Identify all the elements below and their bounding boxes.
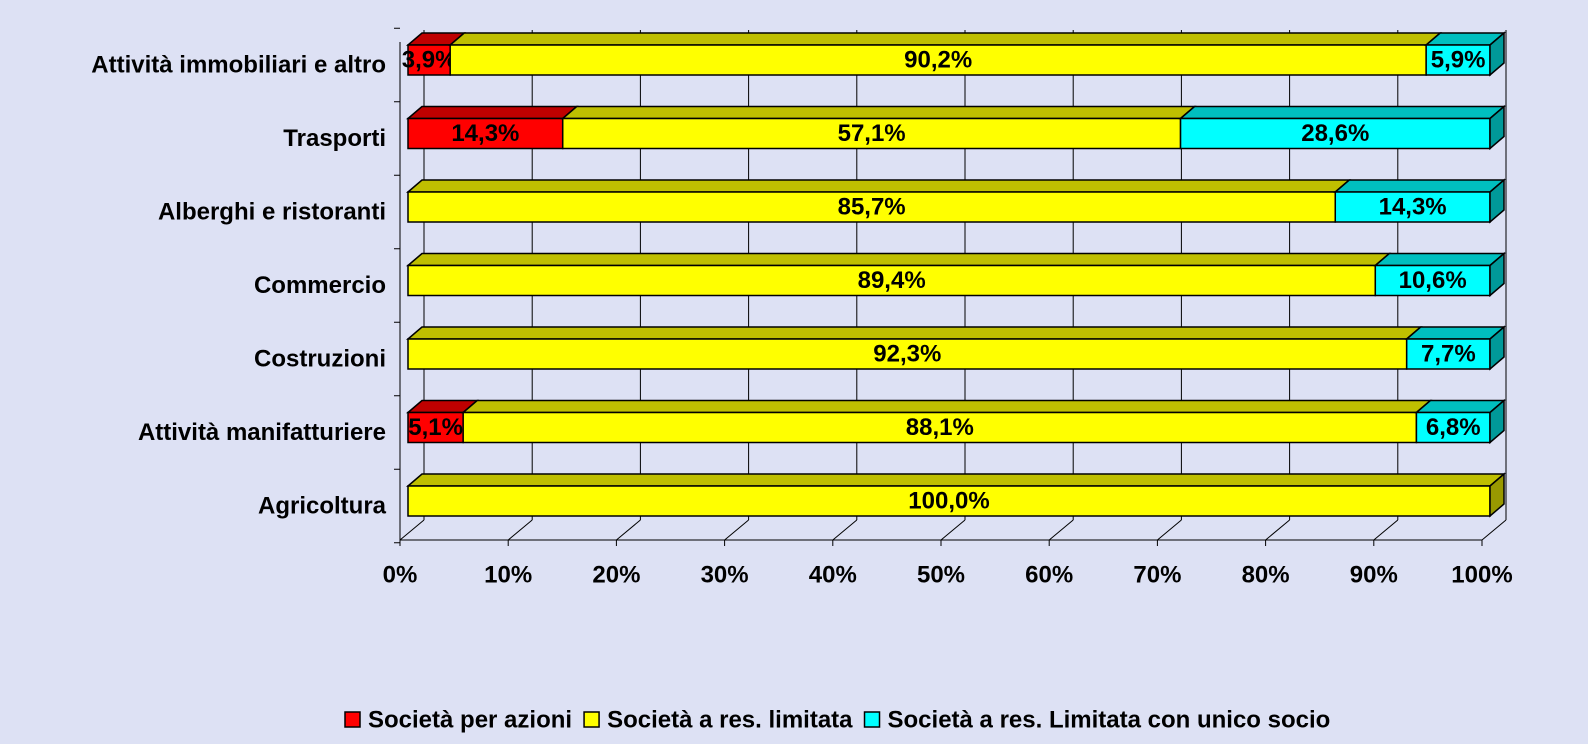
x-tick-label: 50%: [917, 561, 965, 588]
grid-floor: [507, 519, 533, 541]
value-label: 14,3%: [451, 120, 519, 147]
y-tick-label: Agricoltura: [258, 492, 387, 519]
value-label: 7,7%: [1421, 340, 1476, 367]
x-tick-label: 60%: [1025, 561, 1073, 588]
bar-top: [1333, 179, 1507, 193]
y-tick-label: Alberghi e ristoranti: [158, 198, 386, 225]
bar-side: [1489, 325, 1505, 371]
grid-floor: [832, 519, 858, 541]
x-tick-label: 10%: [484, 561, 532, 588]
bar-top: [405, 252, 1392, 267]
bar-top: [405, 326, 1423, 340]
legend-swatch: [863, 711, 881, 728]
bar-top: [1414, 399, 1507, 414]
grid-floor: [1373, 519, 1399, 541]
bar-top: [405, 473, 1507, 487]
bar: [407, 191, 1337, 223]
value-label: 89,4%: [858, 267, 926, 294]
grid-floor: [940, 519, 966, 541]
y-tick-label: Commercio: [254, 272, 386, 299]
legend-label: Società a res. Limitata con unico socio: [888, 706, 1331, 733]
y-tick-label: Attività manifatturiere: [138, 419, 386, 446]
bar: [407, 485, 1491, 517]
grid-floor: [1048, 519, 1074, 541]
x-tick-label: 20%: [592, 561, 640, 588]
bar-top: [405, 105, 579, 120]
value-label: 5,9%: [1431, 46, 1486, 73]
bar: [561, 117, 1182, 150]
value-label: 10,6%: [1399, 267, 1467, 294]
grid-floor: [1265, 519, 1290, 541]
bar: [1179, 117, 1491, 150]
grid-floor: [724, 519, 749, 541]
bar-top: [560, 105, 1197, 120]
x-tick-label: 30%: [701, 561, 749, 588]
legend-label: Società a res. limitata: [607, 706, 853, 733]
grid-floor: [399, 519, 425, 541]
x-tick-label: 70%: [1133, 561, 1181, 588]
bar: [407, 117, 564, 150]
bar-top: [1178, 105, 1507, 120]
value-label: 28,6%: [1301, 120, 1369, 147]
y-tick-label: Costruzioni: [254, 345, 386, 372]
bar-top: [461, 399, 1433, 414]
value-label: 88,1%: [906, 414, 974, 441]
bar: [449, 44, 1427, 76]
value-label: 5,1%: [408, 414, 463, 441]
y-tick-label: Attività immobiliari e altro: [91, 51, 386, 78]
value-label: 92,3%: [873, 340, 941, 367]
bar-side: [1489, 104, 1505, 151]
x-tick-label: 0%: [383, 561, 418, 588]
value-label: 6,8%: [1426, 414, 1481, 441]
x-tick-label: 80%: [1242, 561, 1290, 588]
bar-side: [1489, 398, 1505, 445]
value-label: 57,1%: [838, 120, 906, 147]
legend-label: Società per azioni: [368, 706, 572, 733]
bar: [462, 411, 1418, 444]
legend-swatch: [344, 711, 361, 728]
value-label: 90,2%: [904, 46, 972, 73]
bar-side: [1489, 472, 1505, 518]
legend-swatch: [583, 711, 600, 728]
x-tick-label: 100%: [1451, 561, 1512, 588]
bar: [1415, 411, 1491, 444]
x-tick-label: 40%: [809, 561, 857, 588]
value-label: 3,9%: [402, 46, 457, 73]
bar-top: [1404, 326, 1507, 340]
bar-top: [448, 32, 1443, 46]
bar-top: [1373, 252, 1507, 267]
bar-side: [1489, 251, 1505, 298]
grid-floor: [616, 519, 641, 541]
bar-top: [405, 179, 1352, 193]
x-tick-label: 90%: [1350, 561, 1398, 588]
value-label: 100,0%: [908, 487, 989, 514]
bar: [1374, 264, 1491, 297]
y-tick-label: Trasporti: [283, 125, 386, 152]
bar: [407, 44, 451, 76]
bar-side: [1489, 178, 1505, 224]
value-label: 14,3%: [1379, 193, 1447, 220]
bar: [1334, 191, 1491, 223]
grid-floor: [1157, 519, 1182, 541]
bar: [1405, 338, 1491, 370]
grid-floor: [1481, 519, 1507, 541]
value-label: 85,7%: [838, 193, 906, 220]
bar-side: [1489, 31, 1505, 77]
